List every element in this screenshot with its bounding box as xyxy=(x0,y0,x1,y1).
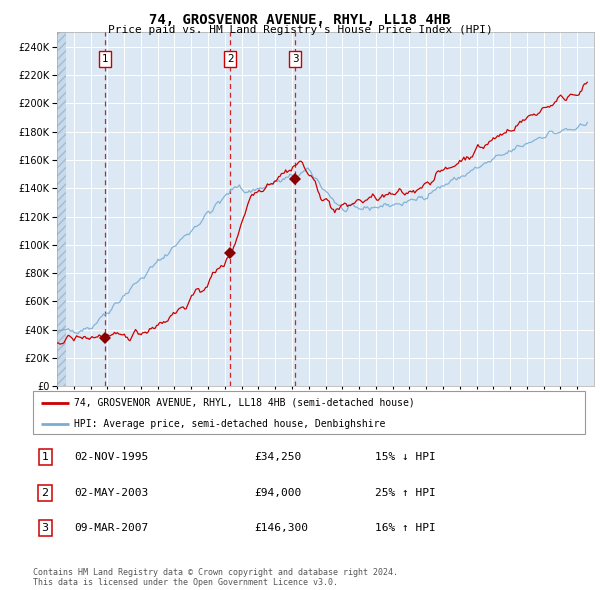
Text: 3: 3 xyxy=(292,54,298,64)
Text: 02-MAY-2003: 02-MAY-2003 xyxy=(74,488,149,497)
Text: 74, GROSVENOR AVENUE, RHYL, LL18 4HB (semi-detached house): 74, GROSVENOR AVENUE, RHYL, LL18 4HB (se… xyxy=(74,398,415,408)
Text: 3: 3 xyxy=(41,523,49,533)
Text: 1: 1 xyxy=(101,54,108,64)
Text: £34,250: £34,250 xyxy=(254,453,301,462)
Text: 2: 2 xyxy=(41,488,49,497)
Text: 74, GROSVENOR AVENUE, RHYL, LL18 4HB: 74, GROSVENOR AVENUE, RHYL, LL18 4HB xyxy=(149,13,451,27)
Bar xyxy=(57,32,66,386)
Text: Contains HM Land Registry data © Crown copyright and database right 2024.
This d: Contains HM Land Registry data © Crown c… xyxy=(33,568,398,587)
Text: 02-NOV-1995: 02-NOV-1995 xyxy=(74,453,149,462)
Text: HPI: Average price, semi-detached house, Denbighshire: HPI: Average price, semi-detached house,… xyxy=(74,419,386,430)
Text: Price paid vs. HM Land Registry's House Price Index (HPI): Price paid vs. HM Land Registry's House … xyxy=(107,25,493,35)
Text: 15% ↓ HPI: 15% ↓ HPI xyxy=(375,453,436,462)
Text: 2: 2 xyxy=(227,54,233,64)
Text: £146,300: £146,300 xyxy=(254,523,308,533)
Text: 25% ↑ HPI: 25% ↑ HPI xyxy=(375,488,436,497)
Text: £94,000: £94,000 xyxy=(254,488,301,497)
Text: 16% ↑ HPI: 16% ↑ HPI xyxy=(375,523,436,533)
Text: 09-MAR-2007: 09-MAR-2007 xyxy=(74,523,149,533)
Text: 1: 1 xyxy=(41,453,49,462)
